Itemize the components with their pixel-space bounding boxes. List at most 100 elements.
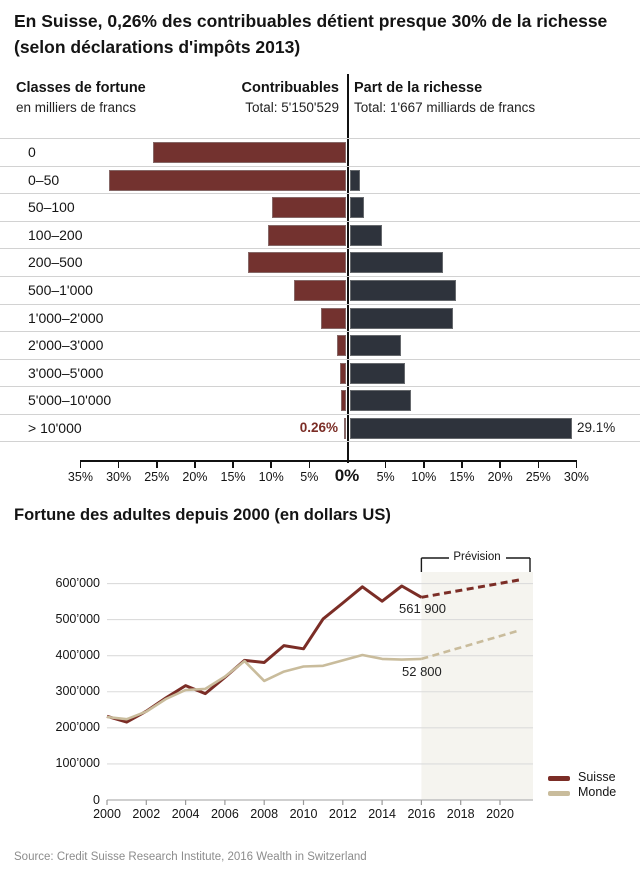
- x-axis-label: 2004: [171, 807, 200, 821]
- bar-row: 200–500: [0, 248, 640, 276]
- x-axis-label: 2016: [407, 807, 436, 821]
- x-axis-label: 2020: [486, 807, 514, 821]
- bar-axis-tick-label: 10%: [411, 470, 437, 484]
- bar-row: 50–100: [0, 193, 640, 221]
- x-axis-label: 2000: [93, 807, 121, 821]
- bar-row-label: 100–200: [28, 226, 83, 243]
- diverging-bar-chart: 0 0–50 50–100 100–200 200–500 500–1'000 1'000–…: [0, 138, 640, 442]
- bar-row-label: 50–100: [28, 199, 75, 216]
- y-axis-label: 600’000: [55, 576, 101, 591]
- bar-row-label: 500–1'000: [28, 282, 93, 298]
- bar-row-label: 5'000–10'000: [28, 392, 112, 409]
- bar-axis-tick-label: 20%: [487, 470, 513, 484]
- legend-label-monde: Monde: [578, 785, 617, 799]
- contribuables-bar: [108, 169, 346, 191]
- bar-row-label: 200–500: [28, 254, 83, 271]
- column-header-contribuables: Contribuables: [241, 80, 339, 96]
- bar-row: 2'000–3'000: [0, 331, 640, 359]
- bar-axis-tick: [384, 460, 387, 468]
- richesse-bar: [349, 362, 406, 384]
- richesse-bar: [349, 390, 412, 412]
- bar-axis-tick-label: 20%: [182, 470, 208, 484]
- bar-axis-tick-label: 30%: [563, 470, 589, 484]
- contribuables-bar: [272, 197, 346, 219]
- x-axis-label: 2002: [132, 807, 161, 821]
- x-axis-label: 2018: [446, 807, 475, 821]
- forecast-label: Prévision: [451, 551, 503, 563]
- x-axis-label: 2008: [250, 807, 279, 821]
- monde-forecast-line: [421, 629, 520, 661]
- bar-row: 0: [0, 138, 640, 166]
- bar-axis-tick: [270, 460, 272, 468]
- contribuables-bar: [268, 224, 346, 246]
- richesse-bar: [349, 307, 454, 329]
- bar-axis-tick: [232, 460, 234, 468]
- contribuables-bar: [336, 335, 346, 357]
- richesse-bar: [349, 280, 457, 301]
- contribuables-highlight-label: 0.26%: [299, 420, 338, 435]
- axis-zero-label: 0%: [334, 466, 360, 485]
- y-axis-label: 400’000: [55, 648, 101, 663]
- bar-axis-tick: [308, 460, 311, 468]
- bar-axis-tick-label: 35%: [67, 470, 93, 484]
- y-axis-label: 100’000: [55, 756, 101, 771]
- x-axis-label: 2012: [328, 807, 357, 821]
- bar-axis-tick: [575, 460, 578, 468]
- bar-axis-tick-label: 25%: [144, 470, 170, 484]
- column-header-richesse: Part de la richesse: [354, 80, 483, 96]
- zero-axis-divider: [346, 74, 349, 463]
- bar-axis-tick: [461, 460, 463, 468]
- bar-axis-tick-label: 25%: [525, 470, 551, 484]
- contribuables-bar: [294, 280, 346, 301]
- bar-row-label: 1'000–2'000: [28, 309, 104, 326]
- bar-axis-tick: [423, 460, 425, 468]
- bar-row-label: 0–50: [28, 171, 60, 188]
- line-chart-title: Fortune des adultes depuis 2000 (en doll…: [14, 506, 391, 524]
- bar-row-label: 3'000–5'000: [28, 364, 104, 381]
- contribuables-bar: [152, 142, 346, 163]
- y-axis-label: 300’000: [55, 684, 101, 699]
- richesse-highlight-label: 29.1%: [577, 420, 616, 435]
- suisse-line-swatch: [548, 776, 570, 781]
- monde-line-swatch: [548, 791, 570, 796]
- column-subheader-classes: en milliers de francs: [16, 100, 137, 115]
- y-axis-label: 0: [93, 792, 100, 807]
- contribuables-bar: [339, 362, 346, 384]
- richesse-bar: [349, 252, 444, 274]
- suisse-forecast-line: [421, 578, 520, 599]
- richesse-bar: [349, 418, 572, 439]
- bar-row: 500–1'000: [0, 276, 640, 304]
- x-axis-label: 2014: [368, 807, 396, 821]
- monde-value-annotation: 52 800: [402, 664, 442, 679]
- suisse-line: [106, 584, 423, 724]
- bar-axis-tick: [537, 460, 539, 468]
- suisse-value-annotation: 561 900: [399, 601, 446, 616]
- column-subheader-richesse-total: Total: 1'667 milliards de francs: [354, 100, 536, 115]
- bar-row: 100–200: [0, 220, 640, 249]
- bar-row: 0–50: [0, 165, 640, 194]
- contribuables-bar: [248, 252, 346, 274]
- bar-axis-tick: [117, 460, 120, 468]
- bar-axis-tick-label: 10%: [258, 470, 284, 484]
- bar-axis-tick: [156, 460, 158, 468]
- x-axis-label: 2010: [289, 807, 318, 821]
- bar-row: > 10'000 0.26% 29.1%: [0, 414, 640, 442]
- bar-axis-tick-label: 5%: [300, 470, 319, 484]
- source-credit: Source: Credit Suisse Research Institute…: [14, 851, 367, 863]
- monde-line: [106, 653, 422, 721]
- richesse-bar: [349, 197, 364, 219]
- x-axis-label: 2006: [210, 807, 239, 821]
- line-chart-canvas: [106, 557, 533, 805]
- y-axis-label: 500’000: [55, 612, 101, 627]
- bar-axis-tick: [79, 460, 82, 468]
- bar-row: 1'000–2'000: [0, 303, 640, 332]
- bar-axis-line: [80, 460, 577, 462]
- richesse-bar: [349, 224, 383, 246]
- bar-axis-tick-label: 15%: [449, 470, 475, 484]
- contribuables-bar: [341, 390, 346, 412]
- column-subheader-contribuables-total: Total: 5'150'529: [245, 100, 339, 115]
- bar-row: 5'000–10'000: [0, 386, 640, 414]
- bar-axis-tick-label: 15%: [220, 470, 246, 484]
- bar-row-label: > 10'000: [28, 420, 82, 436]
